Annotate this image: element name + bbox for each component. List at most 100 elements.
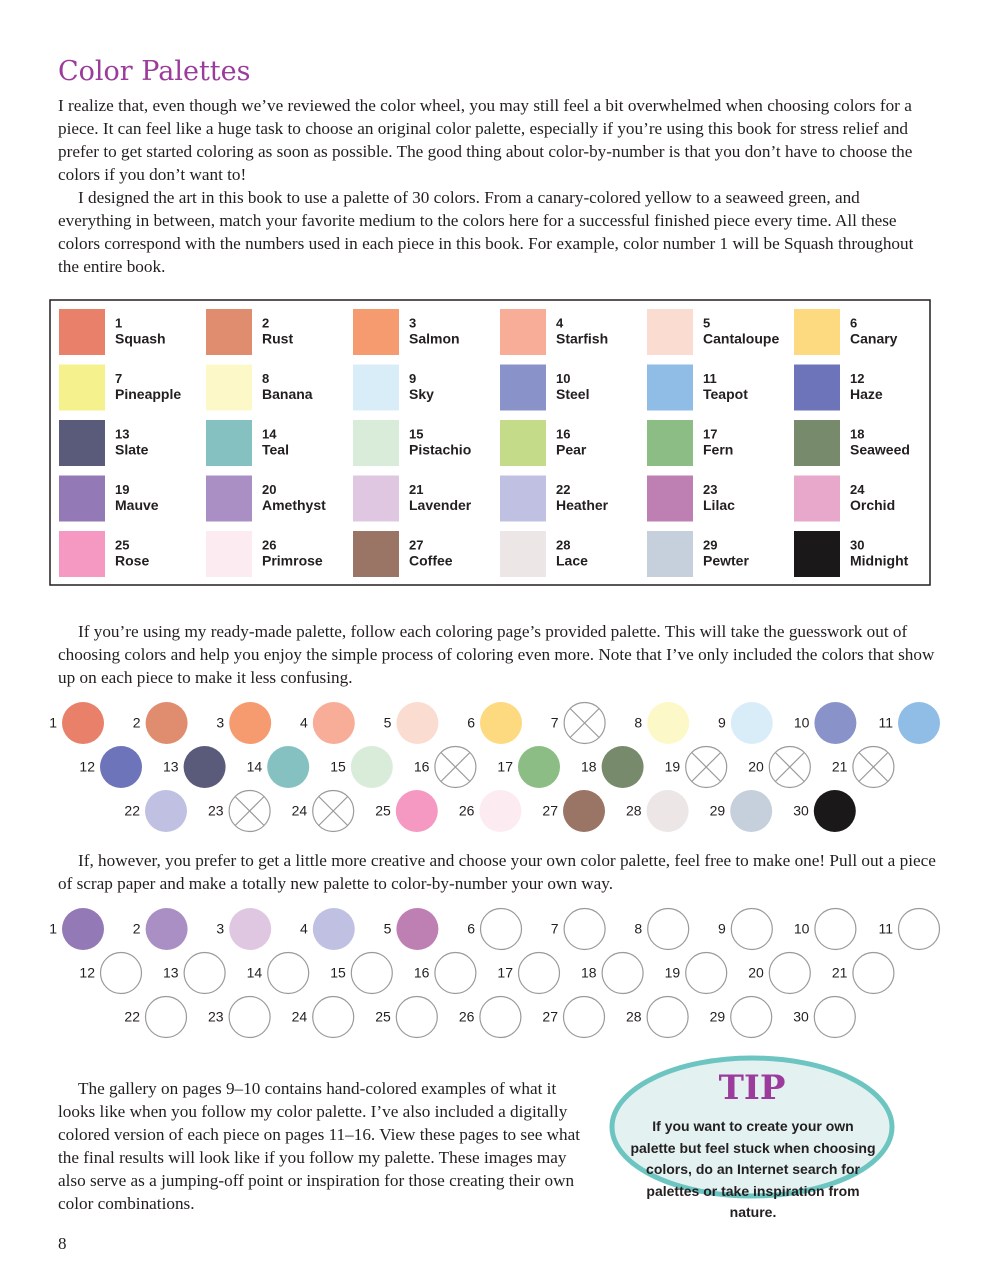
color-name: Steel <box>556 386 589 402</box>
circle-label: 24 <box>292 803 308 819</box>
swatch <box>206 531 252 577</box>
swatch <box>647 531 693 577</box>
empty-dot <box>814 907 857 951</box>
color-number: 12 <box>850 371 864 386</box>
circle-label: 6 <box>467 715 475 731</box>
color-number: 30 <box>850 537 864 552</box>
color-dot <box>396 702 439 744</box>
circle-label: 30 <box>793 1009 809 1025</box>
color-number: 27 <box>409 537 423 552</box>
swatch <box>353 420 399 466</box>
circle-label: 6 <box>467 921 475 937</box>
empty-dot <box>183 951 226 995</box>
color-dot <box>350 746 393 788</box>
empty-dot <box>267 951 310 995</box>
empty-dot <box>685 951 728 995</box>
color-name: Midnight <box>850 553 909 569</box>
circle-label: 8 <box>634 715 642 731</box>
empty-dot <box>897 907 941 951</box>
circle-label: 18 <box>581 965 597 981</box>
color-dot <box>62 702 104 744</box>
swatch <box>353 364 399 411</box>
color-dot <box>601 746 644 788</box>
paragraph: If you’re using my ready-made palette, f… <box>58 622 935 687</box>
empty-dot <box>563 907 606 951</box>
circle-label: 14 <box>247 965 263 981</box>
swatch <box>794 531 840 577</box>
color-number: 26 <box>262 537 276 552</box>
empty-dot <box>730 995 773 1039</box>
color-number: 21 <box>409 482 423 497</box>
color-name: Pewter <box>703 553 749 569</box>
color-name: Sky <box>409 386 434 402</box>
color-name: Rust <box>262 331 293 347</box>
swatch <box>206 475 252 522</box>
color-number: 2 <box>262 315 269 330</box>
circle-label: 10 <box>794 715 810 731</box>
color-dot <box>312 702 355 744</box>
circle-label: 12 <box>79 759 95 775</box>
circle-label: 23 <box>208 1009 224 1025</box>
circle-label: 4 <box>300 715 308 731</box>
color-name: Canary <box>850 331 898 347</box>
circle-label: 17 <box>497 759 513 775</box>
empty-dot <box>647 907 690 951</box>
swatch <box>59 475 105 522</box>
color-number: 29 <box>703 537 717 552</box>
circle-label: 11 <box>878 715 893 731</box>
circle-label: 17 <box>497 965 513 981</box>
cross <box>440 752 471 782</box>
color-name: Mauve <box>115 497 159 513</box>
color-dot <box>813 790 856 832</box>
circle-label: 27 <box>542 1009 558 1025</box>
cross <box>774 752 805 782</box>
color-name: Starfish <box>556 331 608 347</box>
swatch <box>353 531 399 577</box>
color-name: Teapot <box>703 386 748 402</box>
color-name: Pear <box>556 442 587 458</box>
color-name: Fern <box>703 442 733 458</box>
color-dot <box>646 790 689 832</box>
color-name: Orchid <box>850 497 895 513</box>
circle-label: 5 <box>384 715 392 731</box>
empty-dot <box>144 995 188 1039</box>
color-number: 18 <box>850 426 864 441</box>
circle-label: 15 <box>330 759 346 775</box>
circle-label: 12 <box>79 965 95 981</box>
circle-label: 28 <box>626 803 642 819</box>
color-dot <box>62 908 104 950</box>
color-number: 22 <box>556 482 570 497</box>
circle-label: 3 <box>216 921 224 937</box>
paragraph: I realize that, even though we’ve review… <box>58 96 913 184</box>
empty-dot <box>730 907 773 951</box>
color-name: Squash <box>115 331 166 347</box>
circle-label: 5 <box>384 921 392 937</box>
empty-dot <box>646 995 689 1039</box>
swatch <box>500 475 546 522</box>
swatch <box>59 309 105 355</box>
swatch <box>206 364 252 411</box>
circle-label: 18 <box>581 759 597 775</box>
circle-label: 2 <box>133 921 141 937</box>
empty-dot <box>434 951 477 995</box>
color-dot <box>145 908 188 950</box>
color-dot <box>229 908 272 950</box>
circle-label: 15 <box>330 965 346 981</box>
color-name: Teal <box>262 442 289 458</box>
tip-text: If you want to create your own palette b… <box>630 1118 876 1220</box>
circle-label: 10 <box>794 921 810 937</box>
circle-label: 16 <box>414 965 430 981</box>
color-name: Coffee <box>409 553 453 569</box>
color-number: 17 <box>703 426 717 441</box>
color-number: 10 <box>556 371 570 386</box>
cross <box>234 796 265 826</box>
circle-label: 22 <box>124 803 140 819</box>
circle-label: 27 <box>542 803 558 819</box>
circle-label: 13 <box>163 759 179 775</box>
page-number: 8 <box>58 1234 67 1253</box>
circle-label: 29 <box>710 1009 726 1025</box>
color-dot <box>480 702 522 744</box>
color-name: Amethyst <box>262 497 326 513</box>
color-number: 24 <box>850 482 865 497</box>
circle-label: 16 <box>414 759 430 775</box>
